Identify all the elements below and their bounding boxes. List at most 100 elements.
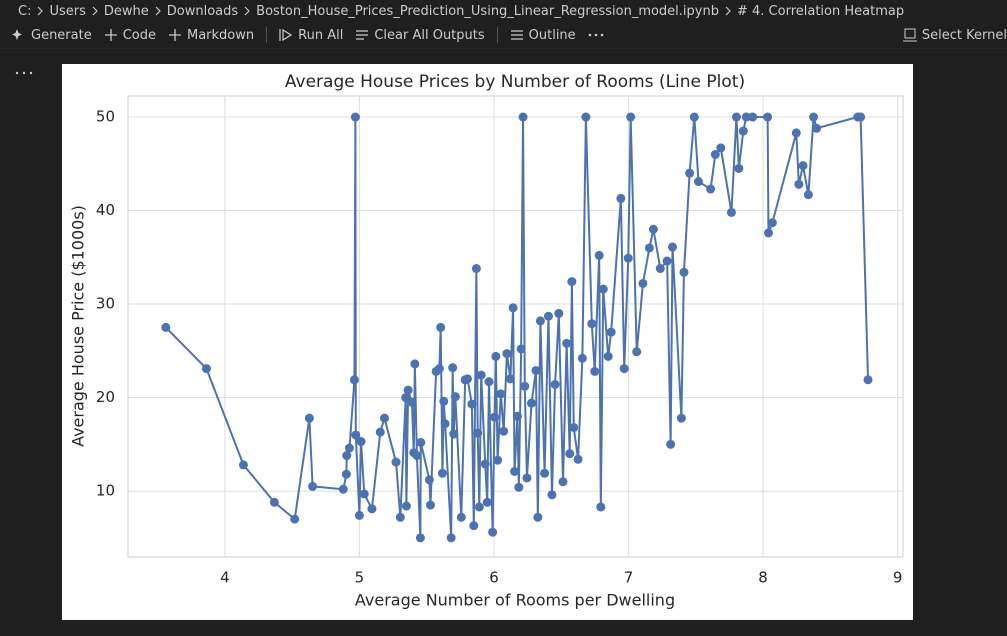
data-point xyxy=(342,451,352,461)
y-tick-label: 10 xyxy=(96,482,115,500)
data-point xyxy=(407,397,417,407)
data-point xyxy=(590,366,600,376)
breadcrumb-item[interactable]: Users xyxy=(49,3,86,19)
data-point xyxy=(512,411,522,421)
breadcrumb-item[interactable]: Boston_House_Prices_Prediction_Using_Lin… xyxy=(256,3,719,19)
data-point xyxy=(655,264,665,274)
data-point xyxy=(201,364,211,374)
chevron-icon xyxy=(155,6,161,16)
button-label: Code xyxy=(122,27,156,43)
button-label: Generate xyxy=(31,27,92,43)
data-point xyxy=(482,497,492,507)
data-point xyxy=(467,399,477,409)
data-point xyxy=(540,468,550,478)
data-point xyxy=(734,163,744,173)
data-point xyxy=(395,512,405,522)
data-point xyxy=(863,375,873,385)
data-point xyxy=(412,451,422,461)
data-point xyxy=(436,322,446,332)
data-point xyxy=(391,457,401,467)
breadcrumb-item[interactable]: # 4. Correlation Heatmap xyxy=(736,3,905,19)
outline-icon xyxy=(510,30,523,40)
breadcrumb-item[interactable]: Dewhe xyxy=(103,3,149,19)
data-point xyxy=(531,365,541,375)
data-point xyxy=(648,224,658,234)
data-point xyxy=(425,500,435,510)
data-point xyxy=(484,377,494,387)
data-point xyxy=(502,349,512,359)
data-point xyxy=(514,482,524,492)
data-point xyxy=(499,426,509,436)
data-point xyxy=(510,466,520,476)
data-point xyxy=(748,112,758,122)
data-point xyxy=(693,177,703,187)
outline-button[interactable]: Outline xyxy=(510,28,576,43)
data-point xyxy=(462,374,472,384)
data-point xyxy=(161,322,171,332)
chevron-icon xyxy=(92,6,98,16)
chevron-icon xyxy=(38,6,44,16)
breadcrumb-item[interactable]: Downloads xyxy=(166,3,239,19)
data-point xyxy=(490,412,500,422)
data-point xyxy=(726,207,736,217)
data-point xyxy=(716,143,726,153)
data-point xyxy=(679,267,689,277)
data-point xyxy=(520,381,530,391)
data-point xyxy=(662,256,672,266)
button-label: Select Kernel xyxy=(921,27,1007,43)
data-point xyxy=(350,112,360,122)
notebook-toolbar: Generate Code Markdown Run All Clear All… xyxy=(0,22,1007,49)
data-point xyxy=(338,484,348,494)
cell-more-icon[interactable] xyxy=(15,70,35,76)
data-point xyxy=(767,218,777,228)
data-point xyxy=(763,228,773,238)
data-point xyxy=(474,502,484,512)
data-point xyxy=(440,419,450,429)
data-point xyxy=(480,459,490,469)
more-button[interactable] xyxy=(588,32,609,38)
clear-icon xyxy=(356,30,369,40)
data-point xyxy=(856,112,866,122)
data-point xyxy=(706,184,716,194)
data-point xyxy=(812,123,822,133)
y-tick-label: 50 xyxy=(96,108,115,126)
data-point xyxy=(577,353,587,363)
data-point xyxy=(565,449,575,459)
data-point xyxy=(448,363,458,373)
data-point xyxy=(581,112,591,122)
data-point xyxy=(638,278,648,288)
chart: Average House Prices by Number of Rooms … xyxy=(62,64,913,620)
data-point xyxy=(587,319,597,329)
data-point xyxy=(375,427,385,437)
button-label: Clear All Outputs xyxy=(374,27,485,43)
data-point xyxy=(403,385,413,395)
generate-button[interactable]: Generate xyxy=(12,28,92,43)
data-point xyxy=(668,242,678,252)
data-point xyxy=(493,455,503,465)
y-tick-label: 30 xyxy=(96,295,115,313)
data-point xyxy=(676,413,686,423)
data-point xyxy=(547,490,557,500)
x-tick-label: 9 xyxy=(893,569,903,587)
chevron-icon xyxy=(725,6,731,16)
data-point xyxy=(522,473,532,483)
data-point xyxy=(573,454,583,464)
data-point xyxy=(619,364,629,374)
add-code-button[interactable]: Code xyxy=(104,28,156,43)
add-markdown-button[interactable]: Markdown xyxy=(168,28,254,43)
data-point xyxy=(349,375,359,385)
data-point xyxy=(644,243,654,253)
data-point xyxy=(798,161,808,171)
plus-icon xyxy=(169,29,181,41)
button-label: Markdown xyxy=(187,27,255,43)
select-kernel-button[interactable]: Select Kernel xyxy=(902,22,1007,48)
data-point xyxy=(304,413,314,423)
run-all-button[interactable]: Run All xyxy=(279,28,343,43)
breadcrumb-item[interactable]: C: xyxy=(18,3,32,19)
data-point xyxy=(410,359,420,369)
clear-outputs-button[interactable]: Clear All Outputs xyxy=(355,27,485,43)
data-point xyxy=(516,344,526,354)
data-point xyxy=(598,284,608,294)
data-point xyxy=(456,512,466,522)
